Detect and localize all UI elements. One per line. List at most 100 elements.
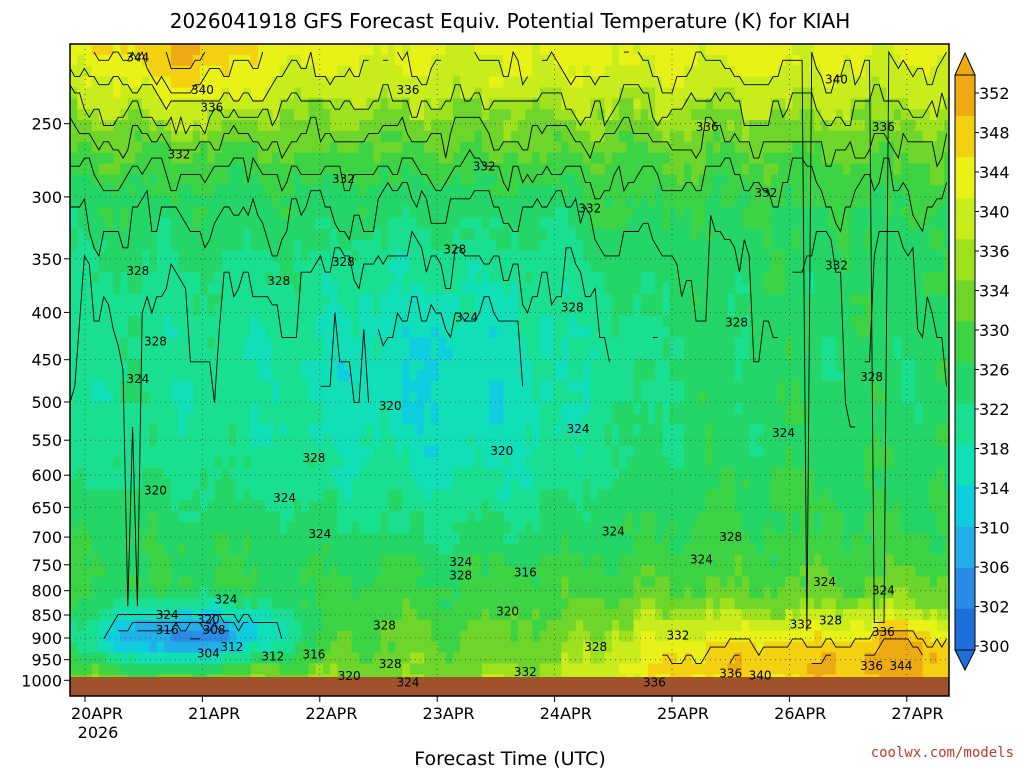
- field-cell: [583, 663, 591, 675]
- field-cell: [221, 391, 230, 404]
- field-cell: [70, 76, 78, 89]
- field-cell: [532, 435, 541, 447]
- field-cell: [510, 522, 519, 534]
- field-cell: [207, 565, 216, 578]
- field-cell: [438, 652, 447, 664]
- field-cell: [127, 663, 136, 675]
- field-cell: [409, 293, 418, 306]
- field-cell: [250, 565, 259, 578]
- field-cell: [163, 489, 172, 501]
- field-cell: [272, 120, 281, 132]
- field-cell: [366, 261, 374, 273]
- field-cell: [228, 76, 237, 89]
- field-cell: [149, 533, 158, 545]
- field-cell: [322, 609, 331, 621]
- field-cell: [460, 565, 468, 578]
- field-cell: [351, 598, 360, 610]
- field-cell: [178, 348, 187, 360]
- field-cell: [351, 217, 360, 230]
- field-cell: [221, 304, 230, 317]
- field-cell: [84, 65, 93, 78]
- field-cell: [409, 435, 418, 447]
- field-cell: [460, 174, 468, 186]
- field-cell: [431, 554, 439, 567]
- field-cell: [279, 239, 288, 252]
- field-cell: [568, 489, 577, 501]
- field-cell: [554, 130, 562, 143]
- field-cell: [322, 391, 331, 404]
- field-cell: [228, 446, 237, 458]
- field-cell: [554, 456, 562, 469]
- field-cell: [351, 402, 360, 415]
- field-cell: [604, 98, 613, 110]
- field-cell: [640, 65, 649, 78]
- field-cell: [373, 489, 382, 501]
- field-cell: [337, 239, 346, 252]
- field-cell: [351, 380, 360, 393]
- field-cell: [214, 141, 223, 154]
- field-cell: [611, 576, 620, 588]
- field-cell: [344, 44, 353, 56]
- field-cell: [402, 413, 411, 425]
- field-cell: [265, 489, 273, 501]
- field-cell: [308, 44, 317, 56]
- field-cell: [373, 522, 382, 534]
- field-cell: [633, 370, 642, 382]
- field-cell: [257, 196, 266, 208]
- field-cell: [265, 217, 273, 230]
- field-cell: [98, 120, 107, 132]
- field-cell: [344, 435, 353, 447]
- field-cell: [279, 272, 288, 284]
- field-cell: [322, 315, 331, 328]
- field-cell: [70, 54, 78, 67]
- field-cell: [416, 380, 425, 393]
- field-cell: [98, 348, 107, 360]
- field-cell: [460, 315, 468, 328]
- field-cell: [532, 370, 541, 382]
- field-cell: [380, 152, 389, 165]
- field-cell: [373, 315, 382, 328]
- field-cell: [452, 598, 461, 610]
- field-cell: [640, 76, 649, 89]
- field-cell: [561, 370, 570, 382]
- field-cell: [460, 402, 468, 415]
- field-cell: [611, 641, 620, 654]
- field-cell: [619, 65, 627, 78]
- field-cell: [611, 467, 620, 480]
- field-cell: [431, 456, 439, 469]
- field-cell: [416, 196, 425, 208]
- field-cell: [546, 283, 555, 295]
- field-cell: [156, 337, 165, 349]
- field-cell: [113, 109, 122, 121]
- field-cell: [243, 565, 252, 578]
- field-cell: [366, 565, 374, 578]
- field-cell: [315, 380, 324, 393]
- field-cell: [590, 359, 598, 371]
- field-cell: [272, 663, 281, 675]
- field-cell: [257, 359, 266, 371]
- field-cell: [662, 174, 671, 186]
- field-cell: [546, 348, 555, 360]
- field-cell: [489, 217, 497, 230]
- field-cell: [344, 207, 353, 219]
- field-cell: [149, 565, 158, 578]
- field-cell: [265, 250, 273, 262]
- field-cell: [503, 533, 512, 545]
- field-cell: [149, 576, 158, 588]
- field-cell: [70, 337, 78, 349]
- field-cell: [77, 641, 85, 654]
- field-cell: [163, 500, 172, 512]
- field-cell: [337, 174, 346, 186]
- field-cell: [604, 598, 613, 610]
- field-cell: [178, 196, 187, 208]
- field-cell: [113, 120, 122, 132]
- field-cell: [250, 293, 259, 306]
- field-cell: [510, 456, 519, 469]
- field-cell: [120, 522, 129, 534]
- field-cell: [503, 652, 512, 664]
- field-cell: [633, 619, 642, 632]
- field-cell: [402, 380, 411, 393]
- field-cell: [272, 522, 281, 534]
- field-cell: [192, 630, 201, 643]
- field-cell: [445, 554, 454, 567]
